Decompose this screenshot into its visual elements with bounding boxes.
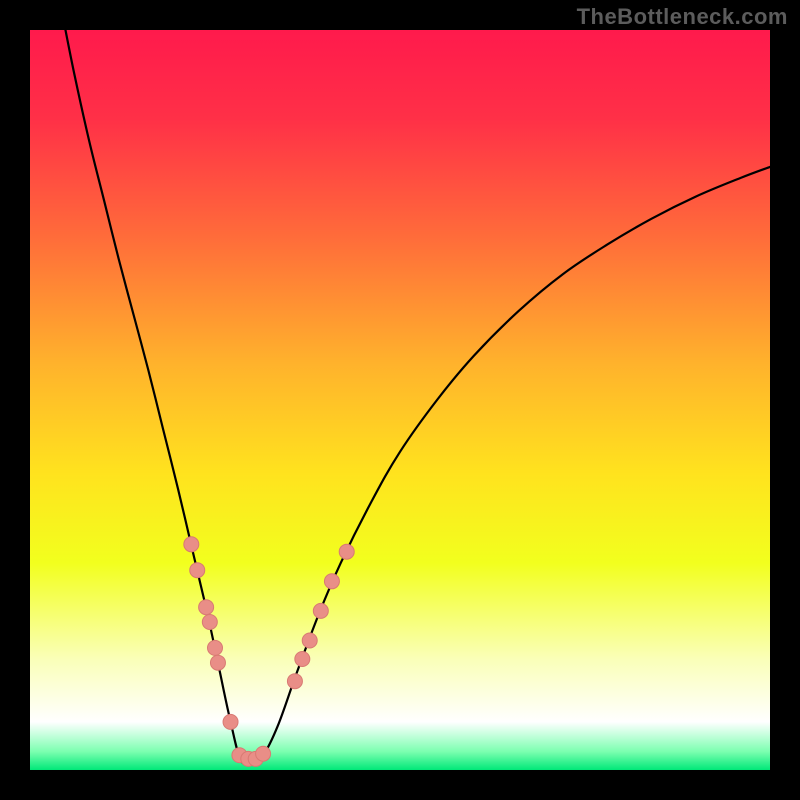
data-marker	[256, 746, 271, 761]
data-marker	[202, 615, 217, 630]
data-marker	[324, 574, 339, 589]
data-marker	[223, 714, 238, 729]
data-marker	[339, 544, 354, 559]
data-marker	[287, 674, 302, 689]
data-marker	[302, 633, 317, 648]
data-marker	[313, 603, 328, 618]
bottleneck-curve-chart	[30, 30, 770, 770]
data-marker	[295, 652, 310, 667]
data-marker	[184, 537, 199, 552]
data-marker	[190, 563, 205, 578]
data-marker	[208, 640, 223, 655]
chart-frame: TheBottleneck.com	[0, 0, 800, 800]
plot-area	[30, 30, 770, 770]
watermark-text: TheBottleneck.com	[577, 4, 788, 30]
gradient-background	[30, 30, 770, 770]
data-marker	[199, 600, 214, 615]
data-marker	[210, 655, 225, 670]
